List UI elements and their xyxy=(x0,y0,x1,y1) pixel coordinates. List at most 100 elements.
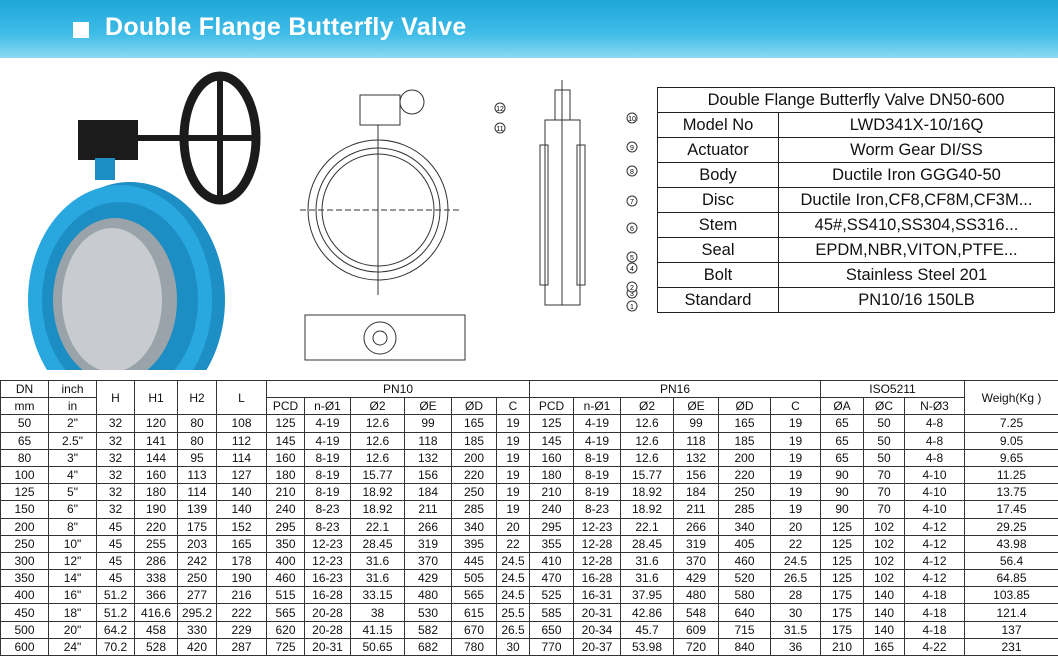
data-cell: 15.77 xyxy=(620,465,674,485)
data-cell: 295 xyxy=(266,517,305,536)
callout-number: 12 xyxy=(496,106,504,113)
data-cell: 45 xyxy=(96,534,135,553)
data-cell: 36 xyxy=(770,637,821,657)
data-cell: 266 xyxy=(673,517,719,536)
data-cell: 429 xyxy=(404,569,452,588)
data-cell: 18" xyxy=(48,603,97,622)
data-cell: 65 xyxy=(0,431,49,450)
valve-photo xyxy=(28,71,261,370)
data-row: 350 14" 45 338 250 190 460 16-23 31.6 429 505 24.5 4… xyxy=(0,569,1058,588)
data-cell: 185 xyxy=(451,431,497,450)
data-cell: 286 xyxy=(134,551,178,571)
data-cell: 32 xyxy=(96,465,135,485)
data-cell: 45 xyxy=(96,551,135,571)
data-cell: 32 xyxy=(96,500,135,519)
callout-number: 8 xyxy=(630,169,634,176)
data-cell: 12.6 xyxy=(350,414,405,433)
data-cell: 19 xyxy=(770,500,821,519)
data-cell: 38 xyxy=(350,603,405,622)
data-cell: 4-12 xyxy=(904,534,965,553)
data-cell: 18.92 xyxy=(350,500,405,519)
header-cell: H2 xyxy=(177,379,217,416)
data-cell: 582 xyxy=(404,620,452,639)
spec-label: Body xyxy=(657,162,779,188)
data-cell: 140 xyxy=(863,620,905,639)
banner: Double Flange Butterfly Valve xyxy=(0,0,1058,58)
data-cell: 56.4 xyxy=(964,551,1058,571)
data-cell: 20-28 xyxy=(304,603,351,622)
subheader-cell: ØD xyxy=(451,397,497,416)
subheader-cell: n-Ø1 xyxy=(304,397,351,416)
data-cell: 416.6 xyxy=(134,603,178,622)
data-cell: 12.6 xyxy=(620,414,674,433)
data-cell: 184 xyxy=(673,483,719,502)
data-cell: 26.5 xyxy=(496,620,530,639)
data-cell: 460 xyxy=(266,569,305,588)
data-cell: 114 xyxy=(177,483,217,502)
data-cell: 2" xyxy=(48,414,97,433)
data-cell: 8-23 xyxy=(304,517,351,536)
data-cell: 3" xyxy=(48,448,97,467)
data-cell: 102 xyxy=(863,569,905,588)
data-cell: 24.5 xyxy=(496,569,530,588)
data-cell: 520 xyxy=(718,569,771,588)
data-cell: 125 xyxy=(820,551,864,571)
data-cell: 350 xyxy=(266,534,305,553)
data-cell: 505 xyxy=(451,569,497,588)
data-cell: 16" xyxy=(48,586,97,605)
data-cell: 100 xyxy=(0,465,49,485)
callout-circle xyxy=(626,262,638,274)
data-cell: 152 xyxy=(216,517,267,536)
data-cell: 515 xyxy=(266,586,305,605)
data-cell: 405 xyxy=(718,534,771,553)
callout-circle xyxy=(626,112,638,124)
data-cell: 340 xyxy=(718,517,771,536)
data-cell: 4" xyxy=(48,465,97,485)
data-cell: 4-12 xyxy=(904,569,965,588)
data-cell: 12-28 xyxy=(573,534,621,553)
data-cell: 180 xyxy=(134,483,178,502)
data-cell: 285 xyxy=(718,500,771,519)
data-cell: 19 xyxy=(770,465,821,485)
data-cell: 175 xyxy=(820,603,864,622)
data-cell: 150 xyxy=(0,500,49,519)
data-cell: 26.5 xyxy=(770,569,821,588)
data-cell: 266 xyxy=(404,517,452,536)
data-cell: 8-23 xyxy=(304,500,351,519)
data-row: 500 20" 64.2 458 330 229 620 20-28 41.15 582 670 26… xyxy=(0,620,1058,639)
data-cell: 203 xyxy=(177,534,217,553)
subheader-cell: PCD xyxy=(529,397,574,416)
header-cell: DN xyxy=(0,379,49,399)
callout-circle xyxy=(626,195,638,207)
data-cell: 242 xyxy=(177,551,217,571)
data-cell: 250 xyxy=(0,534,49,553)
data-cell: 64.2 xyxy=(96,620,135,639)
data-cell: 125 xyxy=(529,414,574,433)
header-cell: PN16 xyxy=(529,379,821,399)
data-cell: 5" xyxy=(48,483,97,502)
data-cell: 12.6 xyxy=(350,431,405,450)
spec-value: EPDM,NBR,VITON,PTFE... xyxy=(778,237,1055,263)
data-cell: 780 xyxy=(451,637,497,657)
data-cell: 190 xyxy=(216,569,267,588)
data-cell: 31.6 xyxy=(620,551,674,571)
data-cell: 19 xyxy=(770,483,821,502)
data-cell: 20-28 xyxy=(304,620,351,639)
data-cell: 8-19 xyxy=(573,483,621,502)
data-cell: 28.45 xyxy=(620,534,674,553)
data-cell: 12" xyxy=(48,551,97,571)
data-cell: 50 xyxy=(863,431,905,450)
data-cell: 12.6 xyxy=(620,431,674,450)
data-cell: 28 xyxy=(770,586,821,605)
subheader-cell: ØA xyxy=(820,397,864,416)
data-cell: 25.5 xyxy=(496,603,530,622)
data-cell: 22.1 xyxy=(620,517,674,536)
data-cell: 156 xyxy=(673,465,719,485)
callout-number: 3 xyxy=(630,291,634,298)
header-cell: H xyxy=(96,379,135,416)
data-cell: 4-19 xyxy=(304,431,351,450)
data-cell: 770 xyxy=(529,637,574,657)
data-cell: 565 xyxy=(266,603,305,622)
spec-row: Bolt Stainless Steel 201 xyxy=(657,262,1055,288)
data-cell: 8-19 xyxy=(304,483,351,502)
